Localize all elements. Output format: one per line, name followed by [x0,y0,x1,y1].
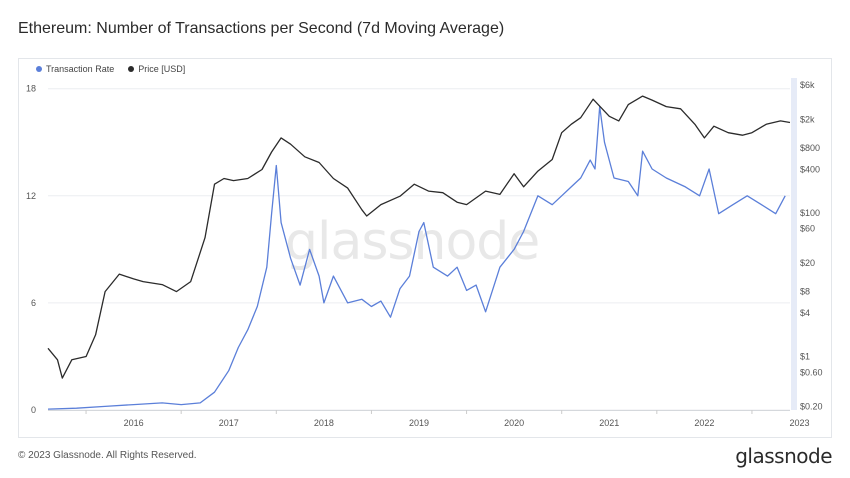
y-tick-right-$2k: $2k [800,114,815,124]
legend-label-tx: Transaction Rate [46,64,115,74]
y-tick-right-$400: $400 [800,164,820,174]
legend-dot-price [128,66,135,72]
right-axis-scrollbar [791,78,797,410]
y-tick-left-0: 0 [31,405,36,415]
x-tick-2020: 2020 [504,418,524,428]
x-tick-2021: 2021 [599,418,619,428]
x-tick-2019: 2019 [409,418,429,428]
x-tick-2022: 2022 [694,418,714,428]
x-tick-2018: 2018 [314,418,334,428]
y-tick-right-$0.20: $0.20 [800,402,823,412]
legend-item-price[interactable]: Price [USD] [128,64,185,74]
y-tick-right-$0.60: $0.60 [800,367,823,377]
series-line-price [47,95,791,379]
copyright: © 2023 Glassnode. All Rights Reserved. [18,450,197,461]
legend: Transaction Rate Price [USD] [36,64,185,74]
series-line-transaction-rate [47,105,786,410]
y-tick-right-$8: $8 [800,287,810,297]
y-tick-right-$100: $100 [800,208,820,218]
y-tick-right-$800: $800 [800,143,820,153]
y-tick-right-$20: $20 [800,258,815,268]
x-tick-2023: 2023 [789,418,809,428]
y-tick-left-12: 12 [26,191,36,201]
legend-item-tx[interactable]: Transaction Rate [36,64,114,74]
y-tick-right-$6k: $6k [800,80,815,90]
y-tick-left-6: 6 [31,298,36,308]
y-tick-left-18: 18 [26,84,36,94]
x-tick-2017: 2017 [219,418,239,428]
chart-title: Ethereum: Number of Transactions per Sec… [18,20,505,37]
brand-logo[interactable]: glassnode [735,444,832,468]
y-tick-right-$60: $60 [800,224,815,234]
chart-frame [18,58,832,438]
x-tick-2016: 2016 [124,418,144,428]
y-tick-right-$1: $1 [800,351,810,361]
legend-dot-tx [36,66,42,72]
legend-label-price: Price [USD] [138,64,186,74]
y-tick-right-$4: $4 [800,308,810,318]
